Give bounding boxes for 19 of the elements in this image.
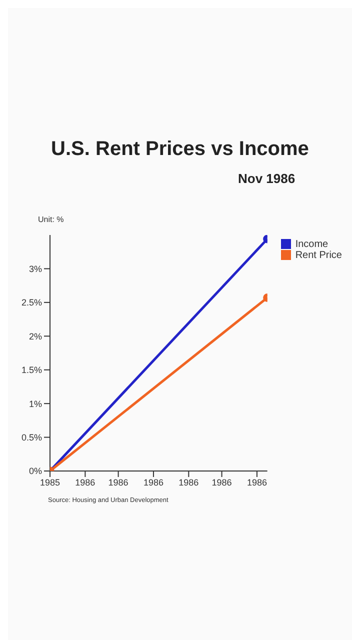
y-tick-label: 2.5%: [21, 298, 42, 308]
x-tick-label: 1985: [40, 477, 60, 488]
x-tick-label: 1986: [143, 477, 164, 488]
y-axis-title: Unit: %: [38, 215, 64, 224]
y-tick-label: 3%: [28, 264, 42, 274]
legend-label: Rent Price: [295, 250, 342, 261]
legend-label: Income: [295, 239, 328, 250]
y-tick-label: 0.5%: [21, 432, 42, 442]
x-tick-label: 1986: [108, 477, 128, 488]
y-tick-label: 1%: [28, 398, 42, 409]
y-tick-label: 1.5%: [21, 365, 42, 376]
x-tick-label: 1986: [212, 477, 232, 488]
x-tick-label: 1986: [75, 477, 96, 488]
chart-title: U.S. Rent Prices vs Income: [50, 138, 310, 161]
text: Nov 1986: [238, 171, 296, 186]
x-tick-label: 1986: [178, 477, 199, 488]
y-tick-label: 0%: [28, 466, 42, 476]
y-tick-label: 2%: [28, 331, 42, 342]
x-tick-label: 1986: [246, 477, 267, 488]
